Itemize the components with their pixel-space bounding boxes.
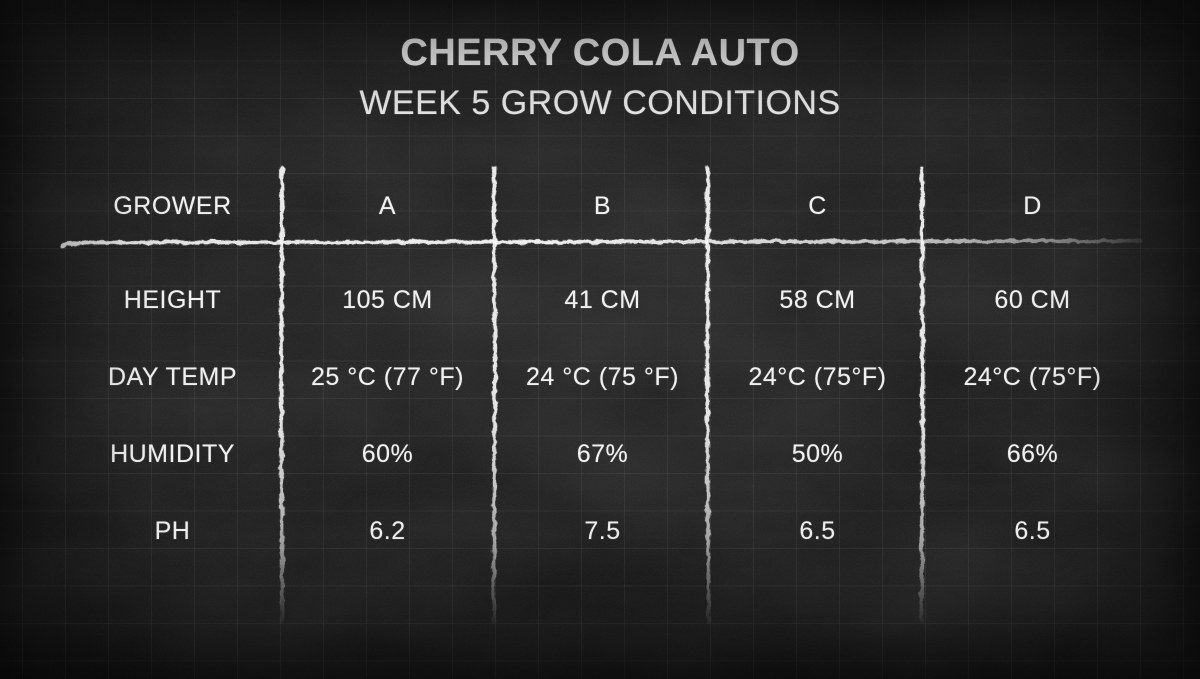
row-label-humidity: HUMIDITY (110, 440, 235, 468)
cell-height-c: 58 CM (779, 286, 856, 314)
column-header-grower: GROWER (113, 191, 232, 220)
column-header-b: B (593, 191, 612, 220)
column-header-c: C (808, 191, 827, 220)
cell-humidity-d: 66% (1006, 440, 1059, 468)
page-title: CHERRY COLA AUTO (400, 32, 800, 74)
cell-humidity-a: 60% (361, 440, 414, 468)
table-header-row: GROWER A B C D (65, 170, 1140, 242)
cell-humidity-b: 67% (576, 440, 629, 468)
cell-ph-a: 6.2 (369, 517, 406, 545)
cell-day-temp-b: 24 °C (75 °F) (526, 363, 679, 391)
row-label-ph: PH (154, 517, 191, 545)
cell-day-temp-c: 24°C (75°F) (748, 363, 887, 391)
table-row-day-temp: DAY TEMP 25 °C (77 °F) 24 °C (75 °F) 24°… (65, 339, 1140, 416)
row-label-height: HEIGHT (123, 286, 222, 314)
column-header-a: A (378, 191, 397, 220)
table-row-ph: PH 6.2 7.5 6.5 6.5 (65, 493, 1140, 570)
column-header-d: D (1023, 191, 1042, 220)
header-rule-gap (65, 242, 1140, 262)
grow-conditions-table: GROWER A B C D HEIGHT 105 CM 41 CM 58 CM… (65, 170, 1140, 570)
row-label-day-temp: DAY TEMP (107, 363, 238, 391)
table-row-humidity: HUMIDITY 60% 67% 50% 66% (65, 416, 1140, 493)
page-subtitle: WEEK 5 GROW CONDITIONS (359, 84, 841, 122)
cell-ph-d: 6.5 (1014, 517, 1051, 545)
cell-ph-c: 6.5 (799, 517, 836, 545)
header: CHERRY COLA AUTO WEEK 5 GROW CONDITIONS (0, 32, 1200, 123)
cell-humidity-c: 50% (791, 440, 844, 468)
cell-height-d: 60 CM (994, 286, 1071, 314)
cell-ph-b: 7.5 (584, 517, 621, 545)
cell-day-temp-d: 24°C (75°F) (963, 363, 1102, 391)
cell-height-a: 105 CM (342, 286, 433, 314)
table-row-height: HEIGHT 105 CM 41 CM 58 CM 60 CM (65, 262, 1140, 339)
cell-height-b: 41 CM (564, 286, 641, 314)
cell-day-temp-a: 25 °C (77 °F) (311, 363, 464, 391)
